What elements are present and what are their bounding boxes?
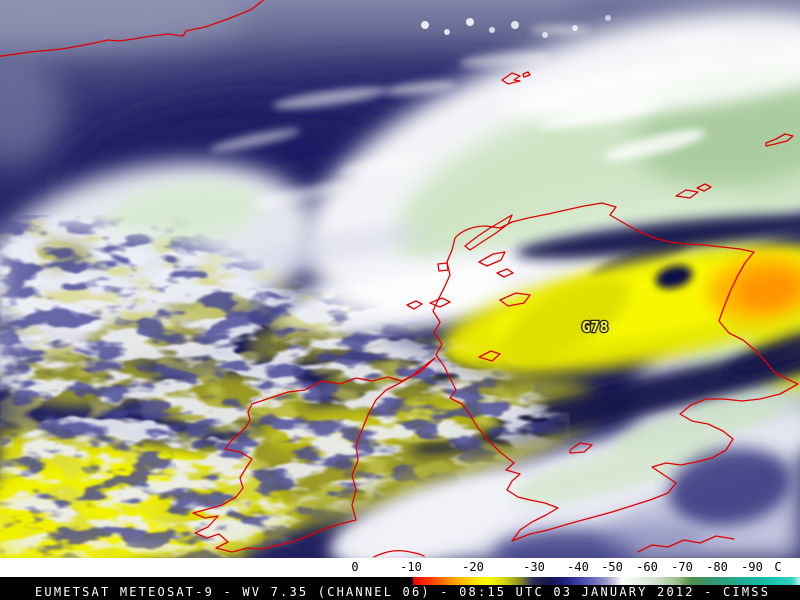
coastline-iceland <box>0 0 265 57</box>
scale-tick-label: -20 <box>462 560 484 574</box>
temperature-colorbar <box>413 577 800 585</box>
caption-text: EUMETSAT METEOSAT-9 - WV 7.35 (CHANNEL 0… <box>35 585 771 599</box>
scale-tick-label: -90 <box>741 560 763 574</box>
coastline-faroes <box>501 71 531 85</box>
coastline-islet <box>569 442 593 454</box>
scale-tick-label: 0 <box>351 560 359 574</box>
caption-bar: EUMETSAT METEOSAT-9 - WV 7.35 (CHANNEL 0… <box>0 577 800 600</box>
scale-tick-label: -80 <box>706 560 728 574</box>
coastline-ireland <box>192 357 436 553</box>
scale-tick-label: C <box>774 560 782 574</box>
scale-tick-label: -70 <box>671 560 693 574</box>
coastline-great-britain <box>432 202 799 542</box>
coastline-hebrides <box>464 214 513 251</box>
coastline-orkney <box>675 183 712 199</box>
scale-tick-label: -30 <box>523 560 545 574</box>
scale-tick-label: -40 <box>567 560 589 574</box>
temperature-scale-strip: 0 -10 -20 -30 -40 -50 -60 -70 -80 -90 C <box>0 558 800 577</box>
satellite-image: G78 <box>0 0 800 558</box>
coastline-shetland <box>765 133 794 147</box>
cloud-field <box>0 0 800 558</box>
storm-annotation-g78: G78 <box>581 318 608 336</box>
coastline-overlay <box>0 0 799 558</box>
scale-tick-label: -60 <box>636 560 658 574</box>
coastline-channel <box>637 535 735 553</box>
coastline-brittany <box>373 549 425 558</box>
scale-tick-label: -10 <box>400 560 422 574</box>
scale-tick-label: -50 <box>601 560 623 574</box>
